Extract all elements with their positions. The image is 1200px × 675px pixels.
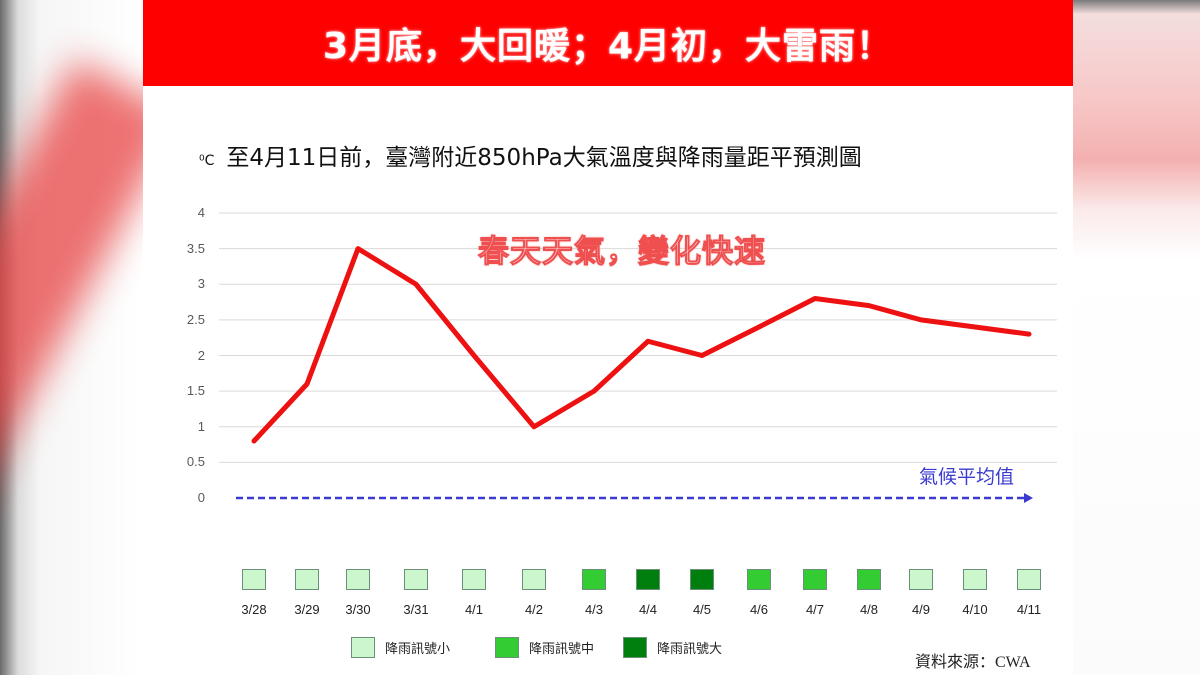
- y-tick-label: 1.5: [186, 383, 205, 399]
- rain-signal-square: [803, 569, 827, 590]
- rain-signal-square: [857, 569, 881, 590]
- x-tick-label: 4/1: [464, 602, 484, 617]
- x-tick-label: 3/30: [345, 602, 371, 617]
- line-plot: [219, 212, 1057, 503]
- x-tick-label: 4/4: [638, 602, 658, 617]
- legend-item-small: 降雨訊號小: [351, 637, 450, 658]
- x-tick-label: 4/9: [911, 602, 931, 617]
- y-tick-label: 4: [197, 205, 205, 220]
- x-tick-label: 3/29: [294, 602, 320, 617]
- arrow-right-icon: [1024, 493, 1033, 503]
- rain-signal-square: [346, 569, 370, 590]
- y-tick-label: 2.5: [186, 311, 205, 327]
- temperature-line: [251, 246, 1032, 444]
- baseline-label: 氣候平均值: [919, 466, 1015, 488]
- x-tick-label: 4/11: [1016, 602, 1042, 617]
- y-tick-label: 1: [197, 418, 205, 434]
- legend-swatch-large: [623, 637, 647, 658]
- x-tick-label: 4/10: [962, 602, 988, 617]
- headline-banner: 3月底，大回暖；4月初，大雷雨！: [143, 0, 1073, 86]
- x-tick-label: 3/28: [241, 602, 267, 617]
- rain-signal-square: [747, 569, 771, 590]
- rain-signal-square: [1017, 569, 1041, 590]
- legend-swatch-small: [351, 637, 375, 658]
- rain-signal-square: [404, 569, 428, 590]
- unit-label: ⁰C: [199, 153, 215, 169]
- rain-signal-square: [242, 569, 266, 590]
- x-tick-label: 3/31: [403, 602, 429, 617]
- data-source: 資料來源：CWA: [915, 654, 1031, 671]
- blurred-background-right: [1073, 0, 1200, 675]
- y-tick-label: 3: [197, 276, 205, 292]
- rain-signal-square: [462, 569, 486, 590]
- x-tick-label: 4/6: [749, 602, 769, 617]
- x-tick-label: 4/3: [584, 602, 604, 617]
- x-tick-label: 4/2: [524, 602, 544, 617]
- rain-signal-square: [909, 569, 933, 590]
- annotation-text: 春天天氣，變化快速: [478, 234, 766, 271]
- y-tick-label: 0: [197, 490, 205, 505]
- rain-signal-square: [636, 569, 660, 590]
- legend-swatch-medium: [495, 637, 519, 658]
- legend-label-large: 降雨訊號大: [657, 642, 723, 657]
- x-tick-label: 4/8: [859, 602, 879, 617]
- rain-signal-square: [582, 569, 606, 590]
- chart-title-text: 至4月11日前，臺灣附近850hPa大氣溫度與降雨量距平預測圖: [226, 145, 862, 171]
- chart-title: ⁰C 至4月11日前，臺灣附近850hPa大氣溫度與降雨量距平預測圖: [199, 138, 862, 172]
- x-tick-label: 4/5: [692, 602, 712, 617]
- legend-item-large: 降雨訊號大: [623, 637, 722, 658]
- rain-signal-square: [522, 569, 546, 590]
- y-tick-label: 3.5: [186, 240, 205, 256]
- chart-card: 3月底，大回暖；4月初，大雷雨！ ⁰C 至4月11日前，臺灣附近850hPa大氣溫…: [143, 0, 1073, 675]
- y-tick-label: 2: [197, 347, 205, 363]
- legend-label-small: 降雨訊號小: [385, 642, 451, 657]
- rain-signal-square: [295, 569, 319, 590]
- legend-label-medium: 降雨訊號中: [529, 642, 595, 657]
- x-tick-label: 4/7: [805, 602, 825, 617]
- blurred-background-left: [0, 0, 143, 675]
- rain-signal-square: [690, 569, 714, 590]
- y-tick-label: 0.5: [186, 454, 205, 470]
- rain-signal-square: [963, 569, 987, 590]
- legend-item-medium: 降雨訊號中: [495, 637, 594, 658]
- headline-text: 3月底，大回暖；4月初，大雷雨！: [322, 26, 894, 67]
